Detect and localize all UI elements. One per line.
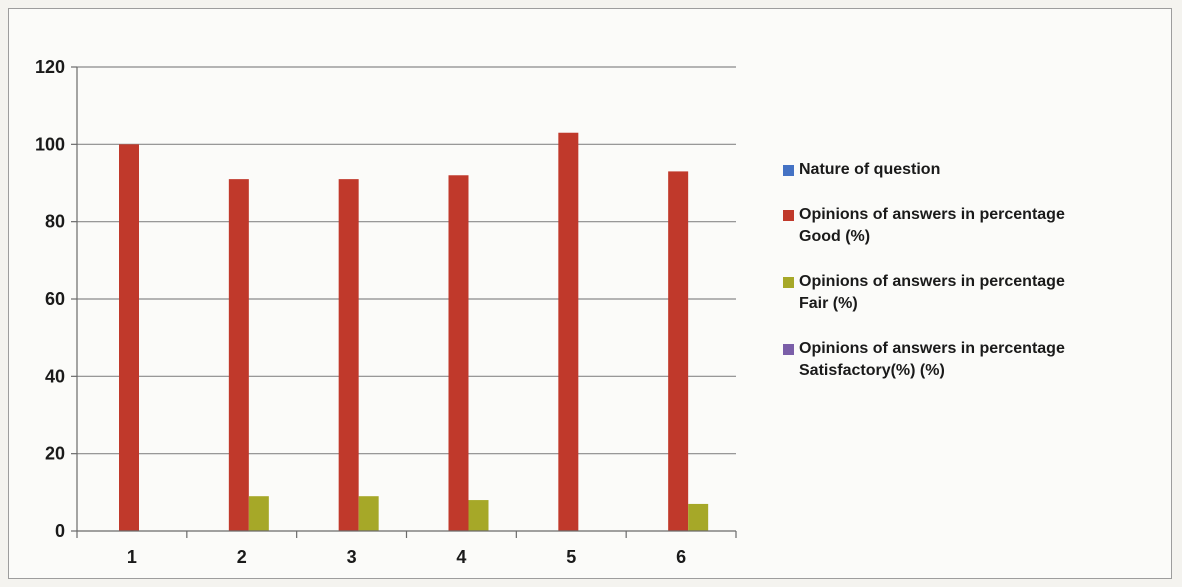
y-tick-label: 80	[45, 212, 65, 232]
bar-series3-cat-4	[468, 500, 489, 531]
bar-series3-cat-3	[358, 496, 379, 531]
bars	[119, 132, 709, 532]
x-tick-label: 6	[676, 547, 686, 567]
x-tick-label: 3	[347, 547, 357, 567]
y-tick-label: 100	[35, 134, 65, 154]
x-tick-label: 4	[456, 547, 466, 567]
bar-chart: 0 20 40 60 80 100 120 1 2 3 4 5 6	[35, 57, 737, 567]
y-tick-label: 40	[45, 366, 65, 386]
legend-swatch	[783, 277, 794, 288]
x-tick-label: 2	[237, 547, 247, 567]
y-tick-label: 0	[55, 521, 65, 541]
y-tick-label: 120	[35, 57, 65, 77]
legend-label: Nature of question	[799, 161, 941, 178]
bar-series2-cat-2	[228, 179, 249, 531]
legend-item-3: Opinions of answers in percentage Fair (…	[783, 271, 1163, 315]
bar-series2-cat-6	[668, 171, 689, 531]
legend-item-1: Nature of question	[783, 159, 1163, 181]
y-tick-label: 60	[45, 289, 65, 309]
legend-label: Opinions of answers in percentage Fair (…	[799, 273, 1065, 312]
tick-labels: 0 20 40 60 80 100 120 1 2 3 4 5 6	[35, 57, 686, 567]
x-tick-label: 1	[127, 547, 137, 567]
legend-swatch	[783, 344, 794, 355]
bar-series2-cat-3	[338, 179, 359, 531]
chart-frame: 0 20 40 60 80 100 120 1 2 3 4 5 6 Nature of question…	[8, 8, 1172, 579]
bar-series3-cat-2	[248, 496, 269, 531]
bar-series3-cat-6	[688, 503, 709, 531]
legend-label: Opinions of answers in percentage Good (…	[799, 206, 1065, 245]
bar-series2-cat-1	[119, 144, 139, 532]
bar-series2-cat-5	[558, 132, 579, 531]
y-tick-label: 20	[45, 444, 65, 464]
legend-swatch	[783, 165, 794, 176]
legend: Nature of question Opinions of answers in…	[783, 159, 1163, 405]
x-tick-label: 5	[566, 547, 576, 567]
axes	[71, 66, 737, 538]
gridlines	[77, 66, 736, 455]
legend-item-4: Opinions of answers in percentage Satisf…	[783, 338, 1163, 382]
legend-swatch	[783, 210, 794, 221]
bar-series2-cat-4	[448, 175, 469, 531]
legend-item-2: Opinions of answers in percentage Good (…	[783, 204, 1163, 248]
legend-label: Opinions of answers in percentage Satisf…	[799, 340, 1065, 379]
